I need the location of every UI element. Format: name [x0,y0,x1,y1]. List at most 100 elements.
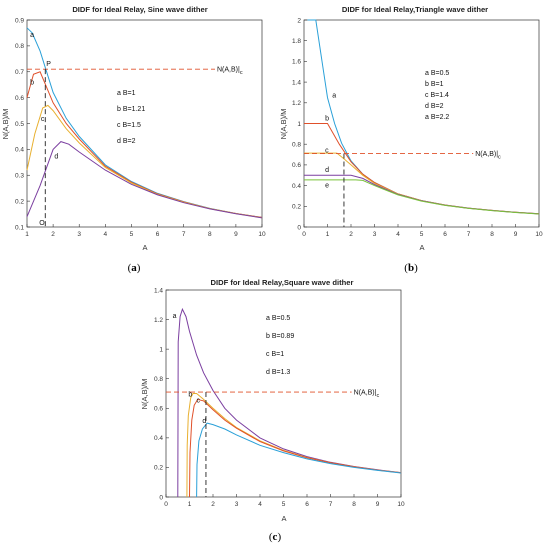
x-tick-label: 9 [514,231,518,238]
curve-label-a: a [173,313,177,320]
x-tick-label: 3 [235,501,239,508]
curve-label-b: b [325,115,329,122]
y-tick-label: 0.2 [292,204,301,211]
legend-entry: a B=0.5 [425,70,449,77]
curve-label-c: c [197,397,201,404]
panel-b-plot-frame [303,19,540,228]
legend-entry: c B=1 [266,351,284,358]
panel-a-ticks: 1 2 3 4 5 6 7 8 9 10 0.1 0.2 0.3 0.4 0.5 0.6 0.7 0.8 0.9 [15,17,266,238]
x-tick-label: 10 [397,501,405,508]
y-tick-label: 0.4 [292,183,301,190]
series-line-d [196,422,402,498]
panel-a-series: a b c d [26,27,263,219]
curve-label-c: c [325,147,329,154]
y-tick-label: 0.9 [15,17,24,24]
y-tick-label: 0.4 [154,435,163,442]
x-tick-label: 5 [130,231,134,238]
legend-entry: c B=1.4 [425,92,449,99]
x-tick-label: 7 [329,501,333,508]
legend-entry: c B=1.5 [117,122,141,129]
y-tick-label: 0 [159,494,163,501]
legend-entry: b B=1.21 [117,106,145,113]
panel-c-plot-frame [165,289,402,498]
series-line-e [304,179,540,215]
panel-a-caption: (a) [128,262,141,274]
panel-c-caption: (c) [269,531,282,543]
panel-b-ticks: 0 1 2 3 4 5 6 7 8 9 10 0 0.2 0.4 0.6 0.8 1 1.2 1.4 1.6 1.8 2 [292,17,543,238]
panel-b-ylabel: N(A,B)/M [279,109,288,140]
panel-a-title: DIDF for Ideal Relay, Sine wave dither [72,5,207,14]
x-tick-label: 0 [164,501,168,508]
y-tick-label: 1.2 [154,317,163,324]
curve-label-d: d [325,167,329,174]
y-tick-label: 0.2 [15,198,24,205]
x-tick-label: 8 [490,231,494,238]
curve-label-e: e [325,183,329,190]
y-tick-label: 1.8 [292,38,301,45]
x-tick-label: 4 [396,231,400,238]
series-line-d [26,141,263,219]
x-tick-label: 6 [156,231,160,238]
annotation-p: P [46,61,51,68]
y-tick-label: 0.2 [154,465,163,472]
panel-b-xlabel: A [419,243,424,252]
panel-c-ticks: 0 1 2 3 4 5 6 7 8 9 10 0 0.2 0.4 0.6 0.8 1 1.2 1.4 [154,287,405,508]
curve-label-d: d [54,153,58,160]
legend-entry: b B=0.89 [266,333,294,340]
panel-c-xlabel: A [281,514,286,523]
legend-entry: a B=2.2 [425,114,449,121]
panel-c-series: a bc d [173,307,402,498]
legend-entry: a B=1 [117,90,136,97]
legend-entry: d B=1.3 [266,369,290,376]
y-tick-label: 1.4 [154,287,163,294]
panel-a-refs: N(A,B)|c P O [27,61,243,227]
y-tick-label: 1 [159,346,163,353]
annotation-o: O [39,220,45,227]
x-tick-label: 2 [51,231,55,238]
curve-label-b: b [188,391,192,398]
y-tick-label: 1.4 [292,79,301,86]
y-tick-label: 0.5 [15,121,24,128]
y-tick-label: 2 [297,17,301,24]
y-tick-label: 0 [297,224,301,231]
x-tick-label: 1 [188,501,192,508]
x-tick-label: 9 [376,501,380,508]
panel-b-series: a b c d e [304,19,540,215]
x-tick-label: 4 [258,501,262,508]
x-tick-label: 1 [25,231,29,238]
critical-level-label: N(A,B)|c [354,390,380,400]
x-tick-label: 2 [349,231,353,238]
y-tick-label: 0.8 [154,376,163,383]
y-tick-label: 0.6 [292,162,301,169]
legend-entry: d B=2 [425,103,444,110]
y-tick-label: 1 [297,121,301,128]
x-tick-label: 6 [443,231,447,238]
panel-b-title: DIDF for Ideal Relay,Triangle wave dithe… [342,5,488,14]
panel-c-ylabel: N(A,B)/M [140,379,149,410]
x-tick-label: 1 [326,231,330,238]
y-tick-label: 0.1 [15,224,24,231]
panel-a-xlabel: A [142,243,147,252]
y-tick-label: 0.8 [292,142,301,149]
x-tick-label: 0 [302,231,306,238]
x-tick-label: 4 [104,231,108,238]
x-tick-label: 8 [208,231,212,238]
critical-level-label: N(A,B)|c [217,67,243,77]
x-tick-label: 8 [352,501,356,508]
x-tick-label: 3 [77,231,81,238]
y-tick-label: 0.6 [154,406,163,413]
y-tick-label: 0.4 [15,147,24,154]
x-tick-label: 7 [182,231,186,238]
panel-a-legend: a B=1 b B=1.21 c B=1.5 d B=2 [117,90,145,145]
legend-entry: d B=2 [117,138,136,145]
legend-entry: a B=0.5 [266,315,290,322]
panel-c: DIDF for Ideal Relay,Square wave dither … [140,278,405,543]
curve-label-b: b [30,80,34,87]
panel-b-refs: N(A,B)|c [304,151,501,227]
y-tick-label: 0.6 [15,95,24,102]
x-tick-label: 5 [420,231,424,238]
x-tick-label: 3 [373,231,377,238]
y-tick-label: 1.2 [292,100,301,107]
curve-label-a: a [332,93,336,100]
